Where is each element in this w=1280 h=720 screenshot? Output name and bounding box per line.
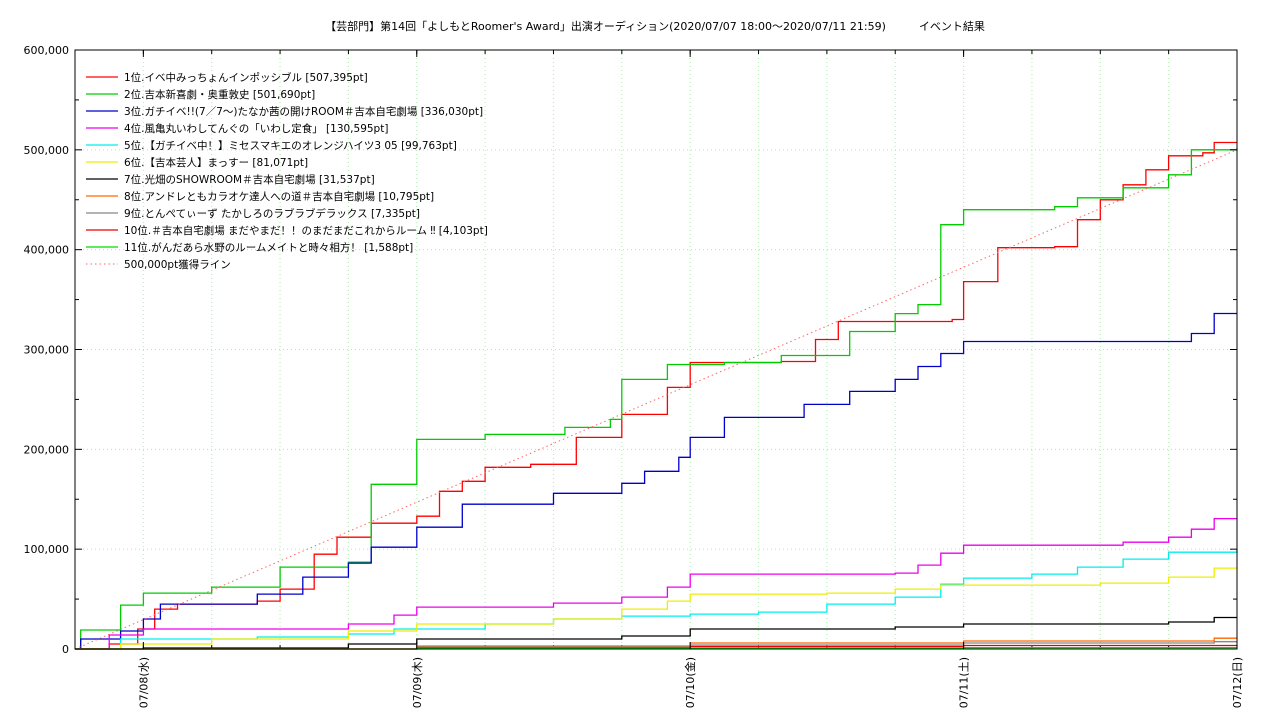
legend-label-9: 9位.とんぺてぃーず たかしろのラブラブデラックス [7,335pt] xyxy=(124,207,420,220)
legend-label-12: 500,000pt獲得ライン xyxy=(124,258,231,271)
legend-label-11: 11位.がんだあら水野のルームメイトと時々相方！ [1,588pt] xyxy=(124,241,413,254)
series-line-5 xyxy=(75,549,1238,650)
x-tick-label: 07/08(水) xyxy=(137,657,150,708)
legend-label-5: 5位.【ガチイベ中！】ミセスマキエのオレンジハイツ3 05 [99,763pt] xyxy=(124,139,457,152)
y-tick-label: 200,000 xyxy=(24,443,70,456)
series-line-12 xyxy=(74,149,1238,650)
y-tick-label: 500,000 xyxy=(24,144,70,157)
series-line-7 xyxy=(75,616,1237,650)
series-line-2 xyxy=(75,148,1238,650)
y-tick-label: 300,000 xyxy=(24,344,70,357)
legend-label-7: 7位.光畑のSHOWROOM＃吉本自宅劇場 [31,537pt] xyxy=(124,173,375,186)
legend-label-3: 3位.ガチイベ!!(7／7〜)たなか茜の開けROOM＃吉本自宅劇場 [336,0… xyxy=(124,105,483,118)
series-line-3 xyxy=(75,312,1237,650)
y-axis: 0 100,000 200,000 300,000 400,000 500,000 600,… xyxy=(24,44,1237,656)
x-tick-label: 07/10(金) xyxy=(683,657,697,708)
y-tick-label: 100,000 xyxy=(24,543,70,556)
x-tick-label: 07/11(土) xyxy=(958,657,971,708)
legend-label-1: 1位.イベ中みっちょんインポッシブル [507,395pt] xyxy=(124,71,368,84)
y-tick-label: 400,000 xyxy=(24,244,70,257)
legend-label-2: 2位.吉本新喜劇・奥重敦史 [501,690pt] xyxy=(124,88,315,101)
x-tick-label: 07/09(木) xyxy=(411,657,424,708)
series-line-1 xyxy=(75,141,1237,650)
series-line-4 xyxy=(75,517,1237,650)
x-axis: 07/08(水) 07/09(木) 07/10(金) 07/11(土) 07/12(日) xyxy=(137,50,1244,708)
y-tick-label: 0 xyxy=(62,643,69,656)
y-tick-label: 600,000 xyxy=(24,44,70,57)
legend-label-8: 8位.アンドレともカラオケ達人への道＃吉本自宅劇場 [10,795pt] xyxy=(124,190,434,203)
legend-label-6: 6位.【吉本芸人】まっすー [81,071pt] xyxy=(124,156,308,169)
legend: 1位.イベ中みっちょんインポッシブル [507,395pt] 2位.吉本新喜劇・奥… xyxy=(86,71,488,271)
legend-label-10: 10位.＃吉本自宅劇場 まだやまだ！！のまだまだこれからルーム ‼ [4,103… xyxy=(124,224,488,237)
chart-title: 【芸部門】第14回「よしもとRoomer's Award」出演オーディション(2… xyxy=(325,19,985,33)
legend-label-4: 4位.風亀丸いわしてんぐの「いわし定食」 [130,595pt] xyxy=(124,122,388,135)
grid xyxy=(75,50,1237,649)
series-line-6 xyxy=(75,567,1237,650)
x-tick-label: 07/12(日) xyxy=(1231,657,1244,708)
